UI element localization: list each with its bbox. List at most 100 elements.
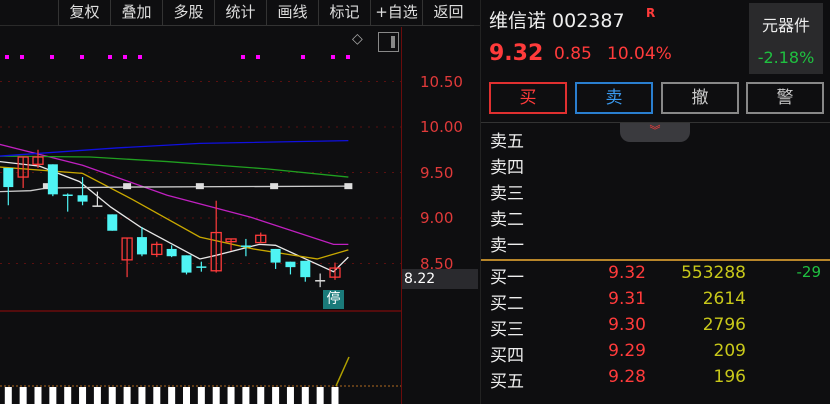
signal-dot (108, 55, 112, 59)
candle-body (151, 243, 163, 256)
restore-rights-button[interactable]: 复权 (58, 0, 110, 25)
candle-body (3, 167, 14, 188)
bid-price: 9.32 (608, 263, 646, 283)
candle-body (47, 164, 58, 195)
volume-bar (138, 387, 146, 404)
limit-stop-badge: 停 (323, 290, 344, 309)
volume-bar (183, 387, 190, 404)
toggle-panel-icon[interactable] (378, 32, 399, 52)
price-tick: 10.50 (420, 73, 463, 91)
candle-body (166, 248, 177, 257)
reference-marker (195, 183, 204, 190)
reference-marker (344, 183, 353, 190)
candle-body (329, 267, 341, 278)
ask-row: 卖二 (481, 205, 830, 230)
volume-bar (49, 387, 57, 404)
ma20-line (0, 143, 349, 246)
bid-price: 9.29 (608, 341, 646, 361)
ask-row: 卖一 (481, 231, 830, 256)
bid-row: 买四 9.29 209 (481, 341, 830, 366)
volume-bar (272, 387, 280, 404)
ask-row: 卖四 (481, 153, 830, 178)
sell-button[interactable]: 卖 (575, 82, 653, 114)
bid-label: 买二 (490, 294, 524, 314)
volume-bar (108, 387, 116, 404)
add-watchlist-button[interactable]: +自选 (370, 0, 422, 25)
bid-row: 买三 9.30 2796 (481, 315, 830, 340)
bid-volume: 196 (713, 367, 746, 387)
bid-price: 9.30 (608, 315, 646, 335)
signal-dot (80, 55, 84, 59)
bid-volume-change: -29 (796, 263, 822, 281)
alert-button[interactable]: 警 (746, 82, 824, 114)
volume-bar (197, 387, 205, 404)
ask-label: 卖一 (490, 236, 524, 256)
ask-label: 卖二 (490, 210, 524, 230)
sector-pct: -2.18% (757, 48, 815, 67)
volume-bar (212, 387, 220, 404)
ma5-line (0, 160, 349, 273)
back-button[interactable]: 返回 (422, 0, 474, 25)
price-tick: 10.00 (420, 118, 463, 136)
bid-label: 买一 (490, 268, 524, 288)
bid-label: 买四 (490, 346, 524, 366)
bid-price: 9.31 (608, 289, 646, 309)
ask-label: 卖五 (490, 132, 524, 152)
draw-line-button[interactable]: 画线 (266, 0, 318, 25)
axis-divider (401, 27, 402, 404)
price-tick: 8.50 (420, 255, 454, 273)
signal-dot (241, 55, 245, 59)
bid-label: 买三 (490, 320, 524, 340)
candle-body (210, 231, 222, 272)
bid-volume: 2796 (702, 315, 746, 335)
ask-label: 卖四 (490, 158, 524, 178)
price-tick: 9.00 (420, 209, 454, 227)
buy-button[interactable]: 买 (489, 82, 567, 114)
signal-dot (50, 55, 54, 59)
candlestick-chart[interactable] (0, 27, 401, 404)
volume-bar (93, 387, 101, 404)
volume-bar (257, 387, 265, 404)
cancel-order-button[interactable]: 撤 (661, 82, 739, 114)
volume-bar (331, 387, 339, 404)
diamond-icon[interactable]: ◇ (352, 31, 363, 47)
signal-dot (256, 55, 260, 59)
toolbar: 复权 叠加 多股 统计 画线 标记 +自选 返回 (58, 0, 474, 26)
bid-ask-divider (481, 259, 830, 261)
volume-ma-line (335, 356, 350, 387)
stock-name: 维信诺 002387 (489, 10, 625, 32)
ma120-line (0, 140, 349, 157)
price-change-pct: 10.04% (607, 44, 672, 64)
candle-body (107, 214, 118, 231)
reference-marker (123, 183, 132, 190)
mark-button[interactable]: 标记 (318, 0, 370, 25)
overlay-button[interactable]: 叠加 (110, 0, 162, 25)
volume-bar (19, 387, 27, 404)
volume-bar (34, 387, 42, 404)
bid-label: 买五 (490, 372, 524, 392)
candle-body (255, 234, 267, 244)
bid-volume: 553288 (681, 263, 746, 283)
volume-bar (79, 387, 87, 404)
volume-bar (301, 387, 309, 404)
volume-bar (316, 387, 324, 404)
ma60-line (0, 155, 349, 178)
signal-dot (20, 55, 24, 59)
candle-body (121, 237, 133, 261)
candle-body (225, 238, 237, 243)
signal-dot (138, 55, 142, 59)
statistics-button[interactable]: 统计 (214, 0, 266, 25)
signal-dot (301, 55, 305, 59)
multi-stock-button[interactable]: 多股 (162, 0, 214, 25)
candle-body (285, 261, 296, 268)
sector-box[interactable]: 元器件 -2.18% (749, 3, 823, 74)
expand-chevron-icon[interactable]: ︾ (620, 123, 690, 142)
volume-bar (153, 387, 161, 404)
signal-dot (331, 55, 335, 59)
volume-bar (227, 387, 235, 404)
bid-volume: 209 (713, 341, 746, 361)
reference-marker (270, 183, 279, 190)
candle-body (17, 156, 29, 178)
ask-row: 卖三 (481, 179, 830, 204)
signal-dot (5, 55, 9, 59)
